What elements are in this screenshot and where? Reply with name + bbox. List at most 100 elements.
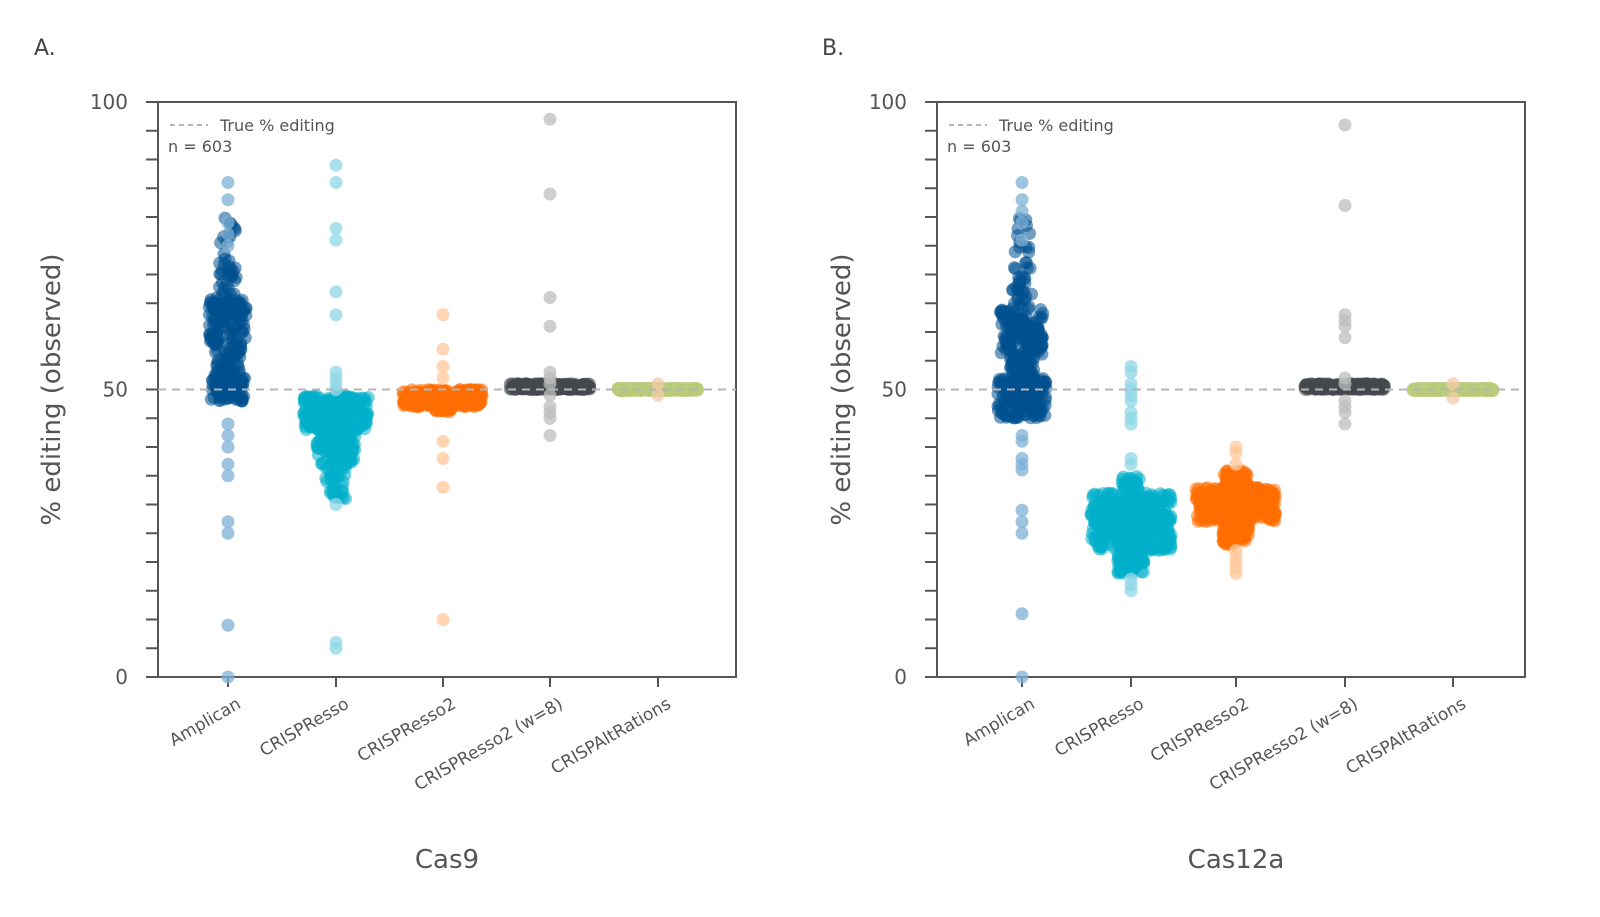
data-point: [1209, 489, 1223, 503]
data-point: [221, 193, 235, 207]
data-point: [221, 618, 235, 632]
data-point: [213, 280, 227, 294]
data-point: [1113, 520, 1127, 534]
data-point: [1036, 375, 1050, 389]
data-point: [1127, 530, 1141, 544]
data-point: [329, 222, 343, 235]
data-point: [1106, 487, 1120, 501]
data-point: [1158, 504, 1172, 518]
data-point: [313, 433, 327, 447]
data-point: [221, 176, 235, 189]
data-point: [1114, 506, 1128, 520]
data-point: [1145, 536, 1159, 550]
data-point: [226, 321, 240, 335]
data-point: [1235, 521, 1249, 535]
data-point: [351, 415, 365, 429]
data-point: [436, 371, 450, 385]
data-point: [1015, 216, 1029, 230]
data-point: [1160, 519, 1174, 533]
data-point: [994, 305, 1008, 319]
data-point: [1266, 497, 1280, 511]
data-point: [1338, 417, 1352, 431]
data-point: [992, 397, 1006, 411]
data-point: [1257, 487, 1271, 501]
data-point: [1146, 516, 1160, 530]
data-point: [1015, 193, 1029, 207]
data-point: [464, 387, 478, 401]
data-point: [1239, 466, 1253, 480]
y-tick-label: 0: [894, 665, 907, 689]
data-point: [1220, 534, 1234, 548]
data-point: [1096, 532, 1110, 546]
data-point: [221, 227, 235, 241]
data-point: [1015, 515, 1029, 529]
data-point: [453, 391, 467, 405]
data-point: [1229, 446, 1243, 460]
data-point: [1338, 406, 1352, 419]
x-tick-label: CRISPResso2: [354, 694, 459, 766]
data-point: [436, 360, 450, 373]
data-point: [1338, 199, 1352, 212]
y-axis-title: % editing (observed): [827, 253, 857, 525]
data-point: [543, 388, 557, 402]
data-point: [1011, 410, 1025, 424]
data-point: [436, 613, 450, 626]
data-point: [1023, 340, 1037, 354]
data-point: [412, 392, 426, 406]
data-point: [1229, 457, 1243, 471]
swarm-group: [202, 176, 253, 684]
data-point: [1338, 331, 1352, 345]
data-point: [614, 381, 628, 395]
data-point: [219, 353, 233, 367]
data-point: [329, 285, 343, 299]
data-point: [329, 176, 343, 189]
data-point: [543, 291, 557, 304]
data-point: [436, 308, 450, 322]
data-point: [1035, 339, 1049, 353]
data-point: [528, 380, 542, 394]
data-point: [1124, 365, 1138, 379]
data-point: [1133, 508, 1147, 522]
x-tick-label: Amplican: [166, 694, 244, 751]
data-point: [221, 429, 235, 442]
x-tick-label: CRISPResso2: [1147, 694, 1252, 766]
data-point: [221, 469, 235, 483]
data-point: [1015, 463, 1029, 477]
data-point: [1007, 261, 1021, 275]
data-point: [1446, 377, 1460, 391]
data-point: [1015, 176, 1029, 189]
data-point: [218, 252, 232, 266]
data-point: [1113, 565, 1127, 579]
data-point: [543, 411, 557, 425]
data-point: [1024, 368, 1038, 382]
swarm-group: [991, 176, 1053, 684]
data-point: [994, 346, 1008, 360]
data-point: [1015, 503, 1029, 517]
data-point: [1238, 492, 1252, 506]
data-point: [1015, 204, 1029, 218]
data-point: [1096, 493, 1110, 507]
data-point: [1096, 517, 1110, 531]
data-point: [318, 444, 332, 458]
data-point: [1446, 391, 1460, 405]
data-point: [221, 526, 235, 540]
x-tick-label: CRISPAltRations: [548, 694, 675, 779]
data-point: [1133, 548, 1147, 562]
data-point: [1016, 398, 1030, 412]
data-point: [543, 187, 557, 201]
data-point: [543, 112, 557, 126]
data-point: [1118, 555, 1132, 569]
data-point: [1338, 118, 1352, 132]
data-point: [1011, 291, 1025, 305]
data-point: [1219, 469, 1233, 483]
swarm-group: [1298, 118, 1391, 431]
data-point: [325, 426, 339, 440]
data-point: [1124, 457, 1138, 471]
data-point: [319, 461, 333, 475]
data-point: [440, 402, 454, 416]
panel-label: A.: [34, 36, 56, 61]
data-point: [1008, 347, 1022, 361]
data-point: [221, 239, 235, 253]
data-point: [1009, 280, 1023, 294]
data-point: [208, 297, 222, 311]
